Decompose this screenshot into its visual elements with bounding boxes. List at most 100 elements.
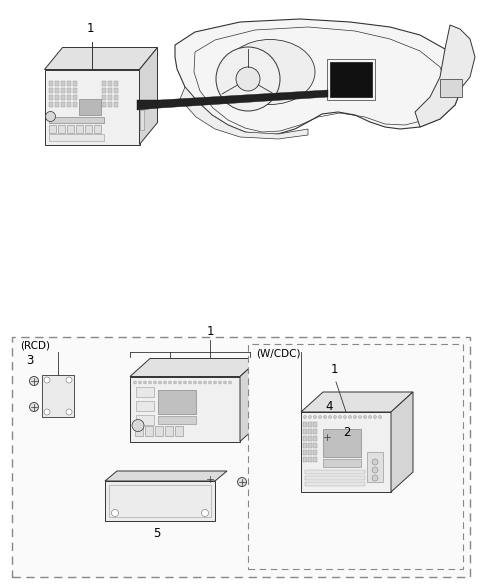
Circle shape: [189, 381, 192, 384]
Bar: [313, 422, 317, 427]
Bar: [48, 133, 104, 140]
Polygon shape: [140, 48, 157, 144]
Text: 1: 1: [86, 22, 94, 35]
Bar: [155, 426, 163, 436]
Bar: [145, 426, 153, 436]
Bar: [48, 87, 52, 93]
Circle shape: [373, 416, 376, 419]
Circle shape: [287, 417, 293, 423]
Bar: [440, 79, 462, 97]
Bar: [158, 416, 196, 423]
Circle shape: [66, 409, 72, 415]
Circle shape: [369, 416, 372, 419]
Bar: [101, 80, 106, 86]
Polygon shape: [240, 359, 260, 441]
Bar: [367, 452, 383, 482]
Bar: [48, 95, 52, 100]
Text: 3: 3: [26, 354, 34, 367]
Circle shape: [353, 416, 357, 419]
Polygon shape: [130, 359, 260, 376]
Circle shape: [379, 416, 382, 419]
Circle shape: [224, 381, 227, 384]
Bar: [323, 459, 361, 467]
Bar: [55, 80, 59, 86]
Bar: [67, 124, 73, 133]
Circle shape: [144, 381, 146, 384]
Polygon shape: [180, 87, 308, 139]
Circle shape: [199, 381, 202, 384]
Bar: [330, 62, 372, 97]
Bar: [113, 87, 118, 93]
Polygon shape: [391, 392, 413, 492]
Bar: [55, 102, 59, 106]
Bar: [48, 102, 52, 106]
Bar: [48, 116, 104, 123]
Bar: [313, 450, 317, 455]
Bar: [79, 99, 100, 114]
Bar: [305, 482, 365, 486]
Polygon shape: [137, 90, 328, 110]
Polygon shape: [301, 392, 413, 412]
Bar: [136, 386, 154, 396]
Text: (RCD): (RCD): [20, 341, 50, 351]
Bar: [60, 95, 64, 100]
Bar: [67, 80, 71, 86]
Circle shape: [111, 510, 119, 517]
Bar: [60, 87, 64, 93]
Bar: [108, 87, 111, 93]
Bar: [313, 436, 317, 441]
Bar: [60, 102, 64, 106]
Bar: [113, 95, 118, 100]
Bar: [101, 95, 106, 100]
Circle shape: [132, 420, 144, 431]
Circle shape: [238, 477, 247, 487]
Circle shape: [193, 381, 196, 384]
Circle shape: [205, 474, 215, 484]
Bar: [75, 124, 83, 133]
Circle shape: [309, 417, 315, 423]
Circle shape: [303, 416, 307, 419]
Bar: [101, 87, 106, 93]
Bar: [67, 102, 71, 106]
Circle shape: [29, 376, 38, 386]
Bar: [303, 450, 307, 455]
Bar: [323, 429, 361, 457]
Bar: [303, 436, 307, 441]
Bar: [67, 95, 71, 100]
Circle shape: [133, 381, 136, 384]
Text: 2: 2: [343, 427, 350, 440]
Circle shape: [328, 416, 332, 419]
Ellipse shape: [225, 39, 315, 104]
Bar: [303, 422, 307, 427]
Bar: [285, 415, 317, 457]
Circle shape: [204, 381, 206, 384]
Polygon shape: [175, 19, 462, 135]
Circle shape: [359, 416, 361, 419]
Circle shape: [173, 381, 177, 384]
Bar: [175, 426, 183, 436]
Bar: [313, 443, 317, 448]
Circle shape: [46, 112, 56, 122]
Circle shape: [202, 510, 208, 517]
Bar: [136, 400, 154, 410]
Bar: [308, 457, 312, 462]
Circle shape: [372, 467, 378, 473]
Bar: [305, 476, 365, 480]
Bar: [101, 102, 106, 106]
Circle shape: [313, 416, 316, 419]
Circle shape: [344, 416, 347, 419]
Bar: [45, 69, 140, 144]
Bar: [303, 443, 307, 448]
Bar: [130, 376, 240, 441]
Circle shape: [66, 377, 72, 383]
Circle shape: [363, 416, 367, 419]
Bar: [308, 429, 312, 434]
Bar: [67, 87, 71, 93]
Bar: [303, 457, 307, 462]
Circle shape: [154, 381, 156, 384]
Circle shape: [218, 381, 221, 384]
Bar: [158, 390, 196, 413]
Circle shape: [44, 377, 50, 383]
Polygon shape: [45, 48, 157, 69]
Text: 1: 1: [330, 363, 338, 376]
